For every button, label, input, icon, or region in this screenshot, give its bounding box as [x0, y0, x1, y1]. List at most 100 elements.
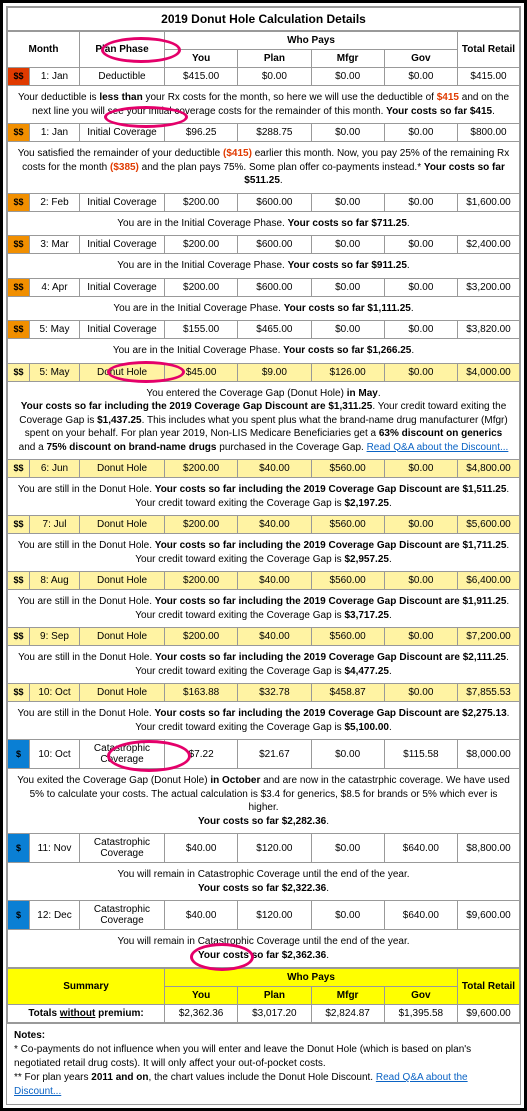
cell-gov: $0.00 — [384, 516, 457, 534]
cell-phase: Donut Hole — [80, 572, 165, 590]
cell-you: $7.22 — [165, 740, 238, 769]
summary-plan: $3,017.20 — [238, 1005, 311, 1023]
table-row: 10: OctDonut Hole$163.88$32.78$458.87$0.… — [8, 684, 520, 702]
cell-mfgr: $560.00 — [311, 516, 384, 534]
cell-month: 4: Apr — [30, 278, 80, 296]
cell-gov: $115.58 — [384, 740, 457, 769]
phase-color-marker — [8, 834, 30, 863]
cell-month: 5: May — [30, 363, 80, 381]
cell-plan: $9.00 — [238, 363, 311, 381]
cell-mfgr: $0.00 — [311, 68, 384, 86]
cell-you: $40.00 — [165, 901, 238, 930]
cell-total: $3,820.00 — [458, 321, 520, 339]
cell-mfgr: $0.00 — [311, 834, 384, 863]
cell-phase: Deductible — [80, 68, 165, 86]
narration: You are still in the Donut Hole. Your co… — [8, 646, 520, 684]
phase-color-marker — [8, 278, 30, 296]
calc-table: Month Plan Phase Who Pays Total Retail Y… — [7, 31, 520, 968]
table-row: 11: NovCatastrophic Coverage$40.00$120.0… — [8, 834, 520, 863]
narration: You are still in the Donut Hole. Your co… — [8, 702, 520, 740]
phase-color-marker — [8, 236, 30, 254]
cell-gov: $0.00 — [384, 68, 457, 86]
cell-mfgr: $0.00 — [311, 193, 384, 211]
hdr-mfgr: Mfgr — [311, 50, 384, 68]
cell-mfgr: $0.00 — [311, 321, 384, 339]
cell-you: $45.00 — [165, 363, 238, 381]
cell-mfgr: $560.00 — [311, 460, 384, 478]
phase-color-marker — [8, 363, 30, 381]
cell-you: $200.00 — [165, 193, 238, 211]
narration: You entered the Coverage Gap (Donut Hole… — [8, 381, 520, 460]
cell-you: $163.88 — [165, 684, 238, 702]
phase-color-marker — [8, 684, 30, 702]
cell-plan: $0.00 — [238, 68, 311, 86]
narration: You will remain in Catastrophic Coverage… — [8, 863, 520, 901]
cell-plan: $40.00 — [238, 572, 311, 590]
cell-total: $8,800.00 — [458, 834, 520, 863]
summary-total: $9,600.00 — [458, 1005, 520, 1023]
cell-mfgr: $126.00 — [311, 363, 384, 381]
table-row: 1: JanDeductible$415.00$0.00$0.00$0.00$4… — [8, 68, 520, 86]
cell-month: 1: Jan — [30, 124, 80, 142]
cell-month: 12: Dec — [30, 901, 80, 930]
phase-color-marker — [8, 516, 30, 534]
cell-month: 2: Feb — [30, 193, 80, 211]
table-row: 12: DecCatastrophic Coverage$40.00$120.0… — [8, 901, 520, 930]
narration: You satisfied the remainder of your dedu… — [8, 142, 520, 194]
table-row: 6: JunDonut Hole$200.00$40.00$560.00$0.0… — [8, 460, 520, 478]
cell-month: 10: Oct — [30, 684, 80, 702]
cell-gov: $0.00 — [384, 572, 457, 590]
phase-color-marker — [8, 124, 30, 142]
cell-phase: Donut Hole — [80, 363, 165, 381]
narration: You will remain in Catastrophic Coverage… — [8, 930, 520, 968]
cell-plan: $600.00 — [238, 193, 311, 211]
cell-phase: Catastrophic Coverage — [80, 901, 165, 930]
cell-plan: $21.67 — [238, 740, 311, 769]
phase-color-marker — [8, 68, 30, 86]
hdr-you: You — [165, 50, 238, 68]
cell-phase: Catastrophic Coverage — [80, 834, 165, 863]
summary-rowlabel: Totals without premium: — [8, 1005, 165, 1023]
cell-you: $415.00 — [165, 68, 238, 86]
cell-phase: Initial Coverage — [80, 236, 165, 254]
cell-gov: $0.00 — [384, 193, 457, 211]
cell-phase: Initial Coverage — [80, 321, 165, 339]
cell-you: $200.00 — [165, 278, 238, 296]
cell-phase: Donut Hole — [80, 628, 165, 646]
cell-mfgr: $0.00 — [311, 278, 384, 296]
cell-you: $40.00 — [165, 834, 238, 863]
cell-total: $6,400.00 — [458, 572, 520, 590]
summary-gov: $1,395.58 — [384, 1005, 457, 1023]
table-row: 10: OctCatastrophic Coverage$7.22$21.67$… — [8, 740, 520, 769]
phase-color-marker — [8, 460, 30, 478]
cell-total: $1,600.00 — [458, 193, 520, 211]
note-2: ** For plan years 2011 and on, the chart… — [14, 1072, 468, 1097]
cell-you: $200.00 — [165, 460, 238, 478]
cell-phase: Donut Hole — [80, 516, 165, 534]
narration: You are still in the Donut Hole. Your co… — [8, 590, 520, 628]
page-title: 2019 Donut Hole Calculation Details — [7, 7, 520, 31]
cell-you: $96.25 — [165, 124, 238, 142]
cell-gov: $0.00 — [384, 124, 457, 142]
cell-gov: $0.00 — [384, 278, 457, 296]
hdr-total: Total Retail — [458, 32, 520, 68]
cell-you: $200.00 — [165, 572, 238, 590]
hdr-whopays: Who Pays — [165, 32, 458, 50]
phase-color-marker — [8, 628, 30, 646]
cell-total: $3,200.00 — [458, 278, 520, 296]
narration: You are in the Initial Coverage Phase. Y… — [8, 254, 520, 279]
summary-label: Summary — [8, 969, 165, 1005]
hdr-plan: Plan — [238, 50, 311, 68]
cell-gov: $0.00 — [384, 363, 457, 381]
cell-phase: Initial Coverage — [80, 193, 165, 211]
cell-total: $4,000.00 — [458, 363, 520, 381]
cell-mfgr: $560.00 — [311, 628, 384, 646]
cell-total: $7,855.53 — [458, 684, 520, 702]
hdr-month: Month — [8, 32, 80, 68]
cell-plan: $40.00 — [238, 460, 311, 478]
cell-month: 1: Jan — [30, 68, 80, 86]
cell-plan: $32.78 — [238, 684, 311, 702]
summary-table: Summary Who Pays Total Retail You Plan M… — [7, 968, 520, 1023]
notes-block: Notes: * Co-payments do not influence wh… — [7, 1023, 520, 1104]
cell-gov: $640.00 — [384, 834, 457, 863]
